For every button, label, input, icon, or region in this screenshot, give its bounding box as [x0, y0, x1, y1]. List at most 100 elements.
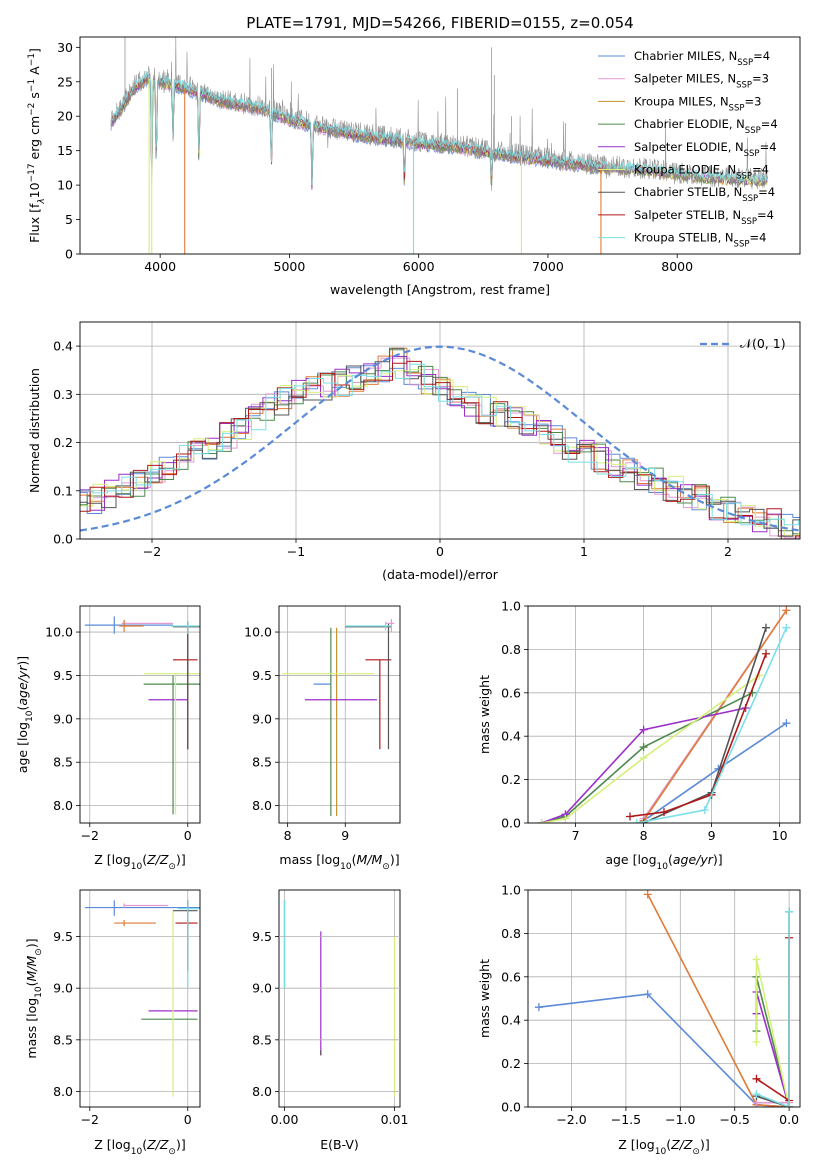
label-part: ( [666, 1137, 671, 1152]
label-part: Z [log [94, 852, 130, 867]
plot-area [534, 890, 794, 1107]
x-axis-label: E(B-V) [320, 1137, 359, 1152]
label-part: )] [176, 852, 186, 867]
legend-label: Kroupa ELODIE, NSSP=4 [634, 163, 769, 182]
legend-label: 𝒩(0, 1) [740, 336, 786, 351]
label-part: s [27, 92, 42, 103]
legend-sub: SSP [741, 217, 757, 227]
y-tick-label: 8.5 [53, 755, 73, 770]
label-part: 10 [27, 182, 42, 198]
label-part: age [log [605, 852, 656, 867]
y-tick-label: 8.0 [53, 798, 73, 813]
axes-frame [79, 36, 801, 255]
legend-label: Salpeter STELIB, NSSP=4 [634, 208, 774, 227]
legend-name: Salpeter ELODIE, N [634, 140, 744, 154]
legend-label: Chabrier MILES, NSSP=4 [634, 49, 770, 68]
y-tick-label: 8.0 [252, 1084, 272, 1099]
series-marker [752, 1037, 761, 1046]
series-marker [660, 808, 668, 817]
label-part: ( [668, 852, 673, 867]
age-vs-mass-panel: 8 9 8.0 8.5 9.0 9.5 10.0 mass [log10(M/M⊙)] [244, 605, 401, 872]
series-marker [626, 812, 634, 821]
label-part: 10 [131, 862, 143, 872]
plot-area [84, 900, 200, 1097]
label-part: Z/Z [670, 1137, 693, 1152]
series-line-chabrier-miles [538, 993, 790, 1107]
label-part: )] [700, 1137, 710, 1152]
series-marker [782, 719, 791, 728]
legend-sub: SSP [734, 240, 750, 250]
y-tick-label: 0.4 [501, 1013, 521, 1028]
label-part: age/yr [15, 665, 30, 706]
label-part: A [27, 66, 42, 79]
label-part: ( [15, 706, 30, 711]
x-axis-label: age [log10(age/yr)] [605, 852, 722, 872]
label-part: mass [log [24, 998, 39, 1059]
x-tick-label: 10 [772, 828, 788, 843]
y-tick-label: 0.1 [53, 483, 73, 498]
y-tick-label: 0.6 [501, 969, 521, 984]
age-vs-metallicity-panel: −2 08.08.59.09.510.0Z [log10(Z/Z⊙)]age [l… [15, 605, 201, 872]
y-axis-label: age [log10(age/yr)] [15, 656, 35, 773]
x-tick-label: −2 [81, 1112, 99, 1127]
spectrum-line-kroupa-stelib [110, 70, 768, 186]
y-axis-label: Normed distribution [27, 368, 42, 493]
y-axis-label: mass [log10(M/M⊙)] [24, 938, 44, 1058]
series-marker [643, 990, 652, 999]
series-line-chabrier-miles [643, 722, 787, 822]
series-marker [639, 725, 648, 734]
x-tick-label: 7000 [532, 259, 564, 274]
histogram-salpeter-miles [80, 357, 800, 539]
y-tick-label: 15 [57, 143, 73, 158]
y-tick-label: 0.2 [501, 1056, 521, 1071]
y-tick-label: 8.5 [252, 1032, 272, 1047]
x-tick-label: 7 [572, 828, 580, 843]
x-tick-label: 0 [184, 1112, 192, 1127]
x-tick-label: 8000 [661, 259, 693, 274]
series-line-salpeter-stelib [629, 653, 767, 818]
label-part: age [log [15, 722, 30, 773]
y-axis-label: mass weight [477, 959, 492, 1038]
legend-name: Salpeter MILES, N [634, 72, 736, 86]
series-marker [762, 623, 770, 632]
x-axis-label: Z [log10(Z/Z⊙)] [94, 852, 185, 872]
label-part: )] [24, 938, 39, 948]
y-tick-label: 8.5 [252, 755, 272, 770]
label-part: 10 [25, 710, 35, 722]
label-part: 10 [655, 1147, 667, 1157]
residuals-panel: −2 −1 0 1 2 0.0 0.1 0.2 0.3 0.4 𝒩(0, 1) (data-model… [27, 321, 801, 582]
x-tick-label: 9 [708, 828, 716, 843]
label-part: Flux [f [27, 203, 42, 243]
series-marker [785, 907, 794, 916]
label-part: ⊙ [692, 1147, 700, 1157]
label-part: M/M [24, 955, 39, 981]
x-axis-label: wavelength [Angstrom, rest frame] [330, 282, 550, 297]
label-part: ( [142, 852, 147, 867]
x-tick-label: 0 [436, 544, 444, 559]
axes-frame [79, 321, 801, 540]
y-tick-label: 0.6 [501, 685, 521, 700]
label-part: )] [713, 852, 723, 867]
y-axis-label: Flux [fλ10−17 erg cm−2 s−1 A−1] [27, 48, 47, 243]
y-tick-label: 10.0 [244, 625, 272, 640]
label-part: ⊙ [382, 862, 390, 872]
legend-name: Chabrier ELODIE, N [634, 117, 745, 131]
label-part: ( [24, 981, 39, 986]
y-tick-label: 0 [65, 247, 73, 262]
label-part: Z [log [94, 1137, 130, 1152]
label-part: )] [390, 852, 400, 867]
legend-suffix: =3 [752, 72, 769, 86]
legend-name: Chabrier MILES, N [634, 49, 737, 63]
legend-label: Kroupa MILES, NSSP=3 [634, 94, 761, 113]
label-part: Z/Z [146, 1137, 169, 1152]
y-tick-label: 9.5 [53, 929, 73, 944]
label-part: Z/Z [146, 852, 169, 867]
x-tick-label: −1.0 [665, 1112, 695, 1127]
x-tick-label: 8 [640, 828, 648, 843]
x-tick-label: −2.0 [556, 1112, 586, 1127]
y-tick-label: 0.4 [53, 339, 73, 354]
y-tick-label: 0.2 [53, 435, 73, 450]
series-marker [782, 606, 791, 615]
x-tick-label: 8 [284, 828, 292, 843]
x-tick-label: 1 [580, 544, 588, 559]
